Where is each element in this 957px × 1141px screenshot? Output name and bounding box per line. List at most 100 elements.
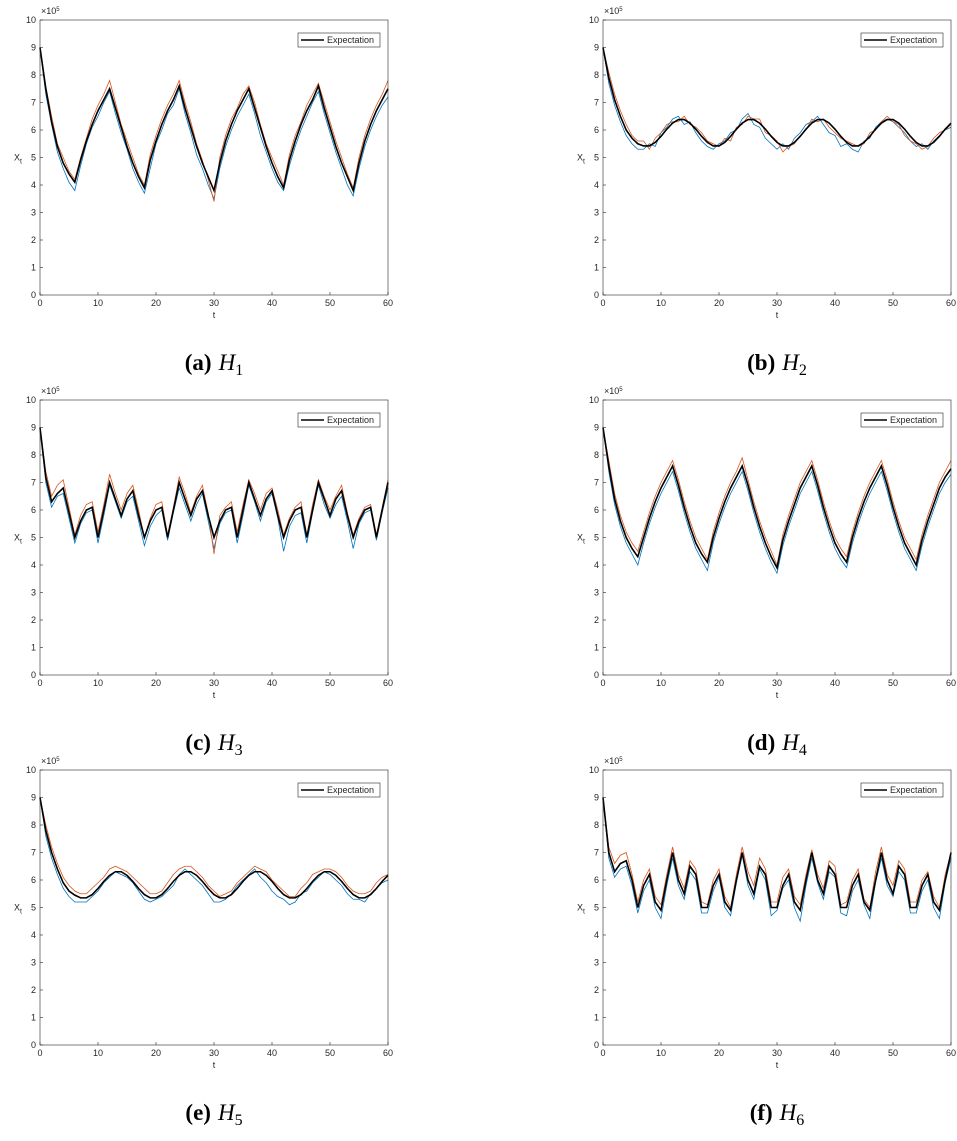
y-tick-label: 10 <box>26 15 36 25</box>
caption-subscript: 2 <box>799 362 807 379</box>
plot-area <box>603 400 951 675</box>
legend-box <box>297 412 381 428</box>
legend-label: Expectation <box>327 785 374 795</box>
y-axis-label-sub: t <box>583 159 585 166</box>
multiplier-exponent: 5 <box>619 7 623 13</box>
plot-area <box>603 20 951 295</box>
x-tick-label: 50 <box>888 298 898 308</box>
expectation-line <box>39 47 389 194</box>
y-tick-label: 2 <box>31 985 36 995</box>
x-tick-label: 50 <box>888 678 898 688</box>
x-tick-label: 40 <box>267 678 277 688</box>
y-tick-label: 0 <box>31 1040 36 1050</box>
x-tick-label: 40 <box>830 678 840 688</box>
x-tick-label: 0 <box>37 678 42 688</box>
y-tick-label: 2 <box>31 615 36 625</box>
y-tick-label: 10 <box>26 395 36 405</box>
y-tick-label: 7 <box>594 478 599 488</box>
caption-label: (e) <box>185 1100 211 1125</box>
x-tick-label: 60 <box>383 678 393 688</box>
y-tick-label: 4 <box>31 560 36 570</box>
y-axis-label: Xt <box>14 903 22 916</box>
multiplier-base: ×10 <box>604 756 619 766</box>
caption-subscript: 6 <box>796 1112 804 1129</box>
x-tick-label: 60 <box>383 1048 393 1058</box>
y-tick-label: 4 <box>31 180 36 190</box>
y-tick-label: 7 <box>31 478 36 488</box>
sample-path <box>39 427 389 555</box>
y-tick-label: 0 <box>594 670 599 680</box>
y-axis-label-text: X <box>14 153 20 163</box>
x-tick-label: 20 <box>714 1048 724 1058</box>
x-axis-label: t <box>213 690 216 700</box>
y-tick-label: 7 <box>31 98 36 108</box>
y-tick-label: 9 <box>31 793 36 803</box>
expectation-line <box>602 797 952 913</box>
y-tick-label: 10 <box>589 765 599 775</box>
x-tick-label: 20 <box>714 678 724 688</box>
y-multiplier: ×105 <box>41 386 60 396</box>
legend-label: Expectation <box>890 415 937 425</box>
y-tick-label: 4 <box>31 930 36 940</box>
x-tick-label: 0 <box>600 298 605 308</box>
y-tick-label: 8 <box>594 70 599 80</box>
legend-box <box>297 32 381 48</box>
x-tick-label: 40 <box>830 298 840 308</box>
legend-label: Expectation <box>327 35 374 45</box>
caption-symbol: H <box>217 1100 236 1125</box>
caption-subscript: 4 <box>799 742 807 759</box>
y-axis-label-text: X <box>577 533 583 543</box>
caption-subscript: 1 <box>235 362 243 379</box>
x-tick-label: 0 <box>37 1048 42 1058</box>
y-tick-label: 5 <box>594 533 599 543</box>
sample-path <box>39 797 389 897</box>
y-tick-label: 9 <box>594 793 599 803</box>
y-tick-label: 8 <box>594 820 599 830</box>
y-tick-label: 1 <box>31 1013 36 1023</box>
expectation-line <box>39 427 389 541</box>
y-tick-label: 1 <box>594 643 599 653</box>
x-axis-label: t <box>776 1060 779 1070</box>
multiplier-base: ×10 <box>41 386 56 396</box>
y-tick-label: 8 <box>31 450 36 460</box>
y-tick-label: 0 <box>594 1040 599 1050</box>
x-tick-label: 30 <box>209 678 219 688</box>
sample-path <box>602 797 952 909</box>
caption-label: (b) <box>747 350 775 375</box>
x-axis-label: t <box>213 1060 216 1070</box>
x-tick-label: 50 <box>325 678 335 688</box>
y-tick-label: 4 <box>594 930 599 940</box>
y-tick-label: 9 <box>31 43 36 53</box>
y-tick-label: 1 <box>31 263 36 273</box>
x-tick-label: 30 <box>209 1048 219 1058</box>
y-tick-label: 10 <box>26 765 36 775</box>
y-tick-label: 3 <box>31 208 36 218</box>
multiplier-exponent: 5 <box>56 757 60 763</box>
y-tick-label: 0 <box>594 290 599 300</box>
x-tick-label: 30 <box>772 678 782 688</box>
y-axis-label: Xt <box>14 153 22 166</box>
expectation-line <box>602 47 952 147</box>
x-tick-label: 50 <box>888 1048 898 1058</box>
y-tick-label: 9 <box>594 43 599 53</box>
y-axis-label-text: X <box>14 903 20 913</box>
multiplier-exponent: 5 <box>619 387 623 393</box>
x-tick-label: 30 <box>772 298 782 308</box>
x-tick-label: 20 <box>714 298 724 308</box>
multiplier-base: ×10 <box>41 6 56 16</box>
sample-path <box>39 47 389 202</box>
y-axis-label-text: X <box>577 903 583 913</box>
x-tick-label: 10 <box>656 298 666 308</box>
x-tick-label: 60 <box>946 1048 956 1058</box>
multiplier-exponent: 5 <box>619 757 623 763</box>
caption: (b) H2 <box>747 350 807 379</box>
expectation-line <box>39 797 389 899</box>
multiplier-exponent: 5 <box>56 7 60 13</box>
y-axis-label-sub: t <box>583 909 585 916</box>
